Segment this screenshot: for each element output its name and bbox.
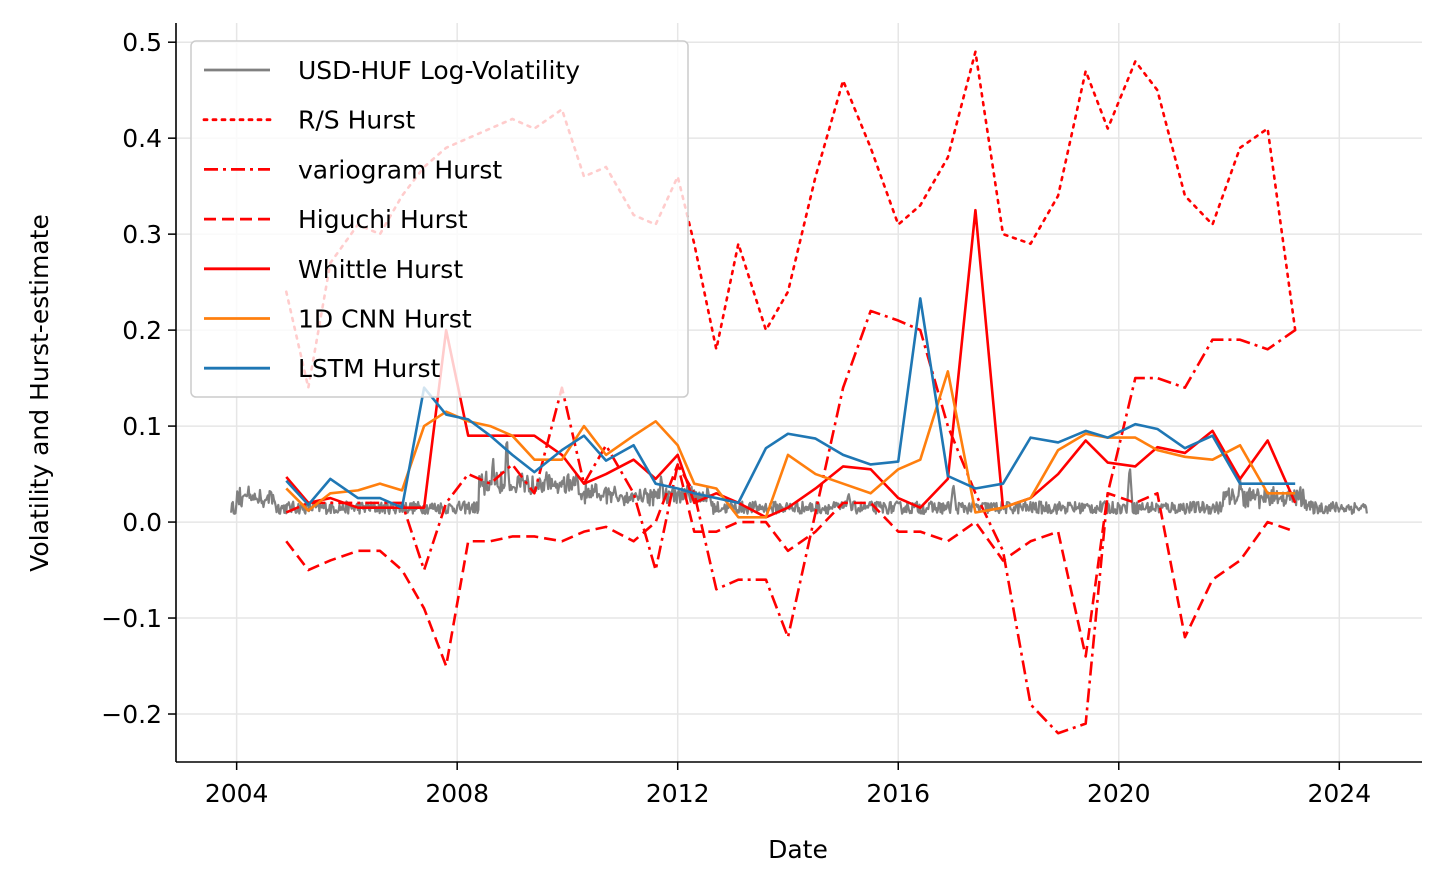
legend-label-1: R/S Hurst bbox=[298, 106, 416, 135]
x-tick-label: 2008 bbox=[425, 779, 489, 808]
x-tick-label: 2004 bbox=[205, 779, 269, 808]
series-line-1 bbox=[284, 50, 1297, 389]
y-tick-label: 0.3 bbox=[122, 220, 162, 249]
axes bbox=[175, 23, 1422, 763]
legend-label-2: variogram Hurst bbox=[298, 155, 502, 184]
legend-label-3: Higuchi Hurst bbox=[298, 205, 468, 234]
legend-label-5: 1D CNN Hurst bbox=[298, 305, 472, 334]
y-tick-label: 0.0 bbox=[122, 508, 162, 537]
x-tick-label: 2012 bbox=[646, 779, 710, 808]
series-line-3 bbox=[285, 463, 1296, 668]
x-axis-label: Date bbox=[768, 835, 828, 864]
y-axis-label: Volatility and Hurst-estimate bbox=[25, 214, 54, 572]
y-axis-ticks: −0.2 −0.1 0.0 0.1 0.2 0.3 0.4 0.5 bbox=[101, 28, 176, 729]
legend-label-6: LSTM Hurst bbox=[298, 354, 441, 383]
y-tick-label: −0.2 bbox=[101, 700, 162, 729]
x-tick-label: 2020 bbox=[1087, 779, 1151, 808]
series-line-6 bbox=[285, 297, 1296, 509]
series-line-5 bbox=[285, 370, 1296, 519]
legend: USD-HUF Log-Volatility R/S Hurst variogram… bbox=[190, 40, 689, 398]
y-tick-label: 0.4 bbox=[122, 124, 162, 153]
y-tick-label: 0.2 bbox=[122, 316, 162, 345]
legend-label-4: Whittle Hurst bbox=[298, 255, 463, 284]
y-tick-label: 0.1 bbox=[122, 412, 162, 441]
y-tick-label: 0.5 bbox=[122, 28, 162, 57]
legend-label-0: USD-HUF Log-Volatility bbox=[298, 56, 580, 85]
x-tick-label: 2016 bbox=[866, 779, 930, 808]
series-line-2 bbox=[285, 309, 1296, 735]
x-tick-label: 2024 bbox=[1307, 779, 1371, 808]
x-axis-ticks: 2004 2008 2012 2016 2020 2024 bbox=[205, 762, 1371, 808]
y-tick-label: −0.1 bbox=[101, 604, 162, 633]
legend-box bbox=[190, 40, 689, 398]
